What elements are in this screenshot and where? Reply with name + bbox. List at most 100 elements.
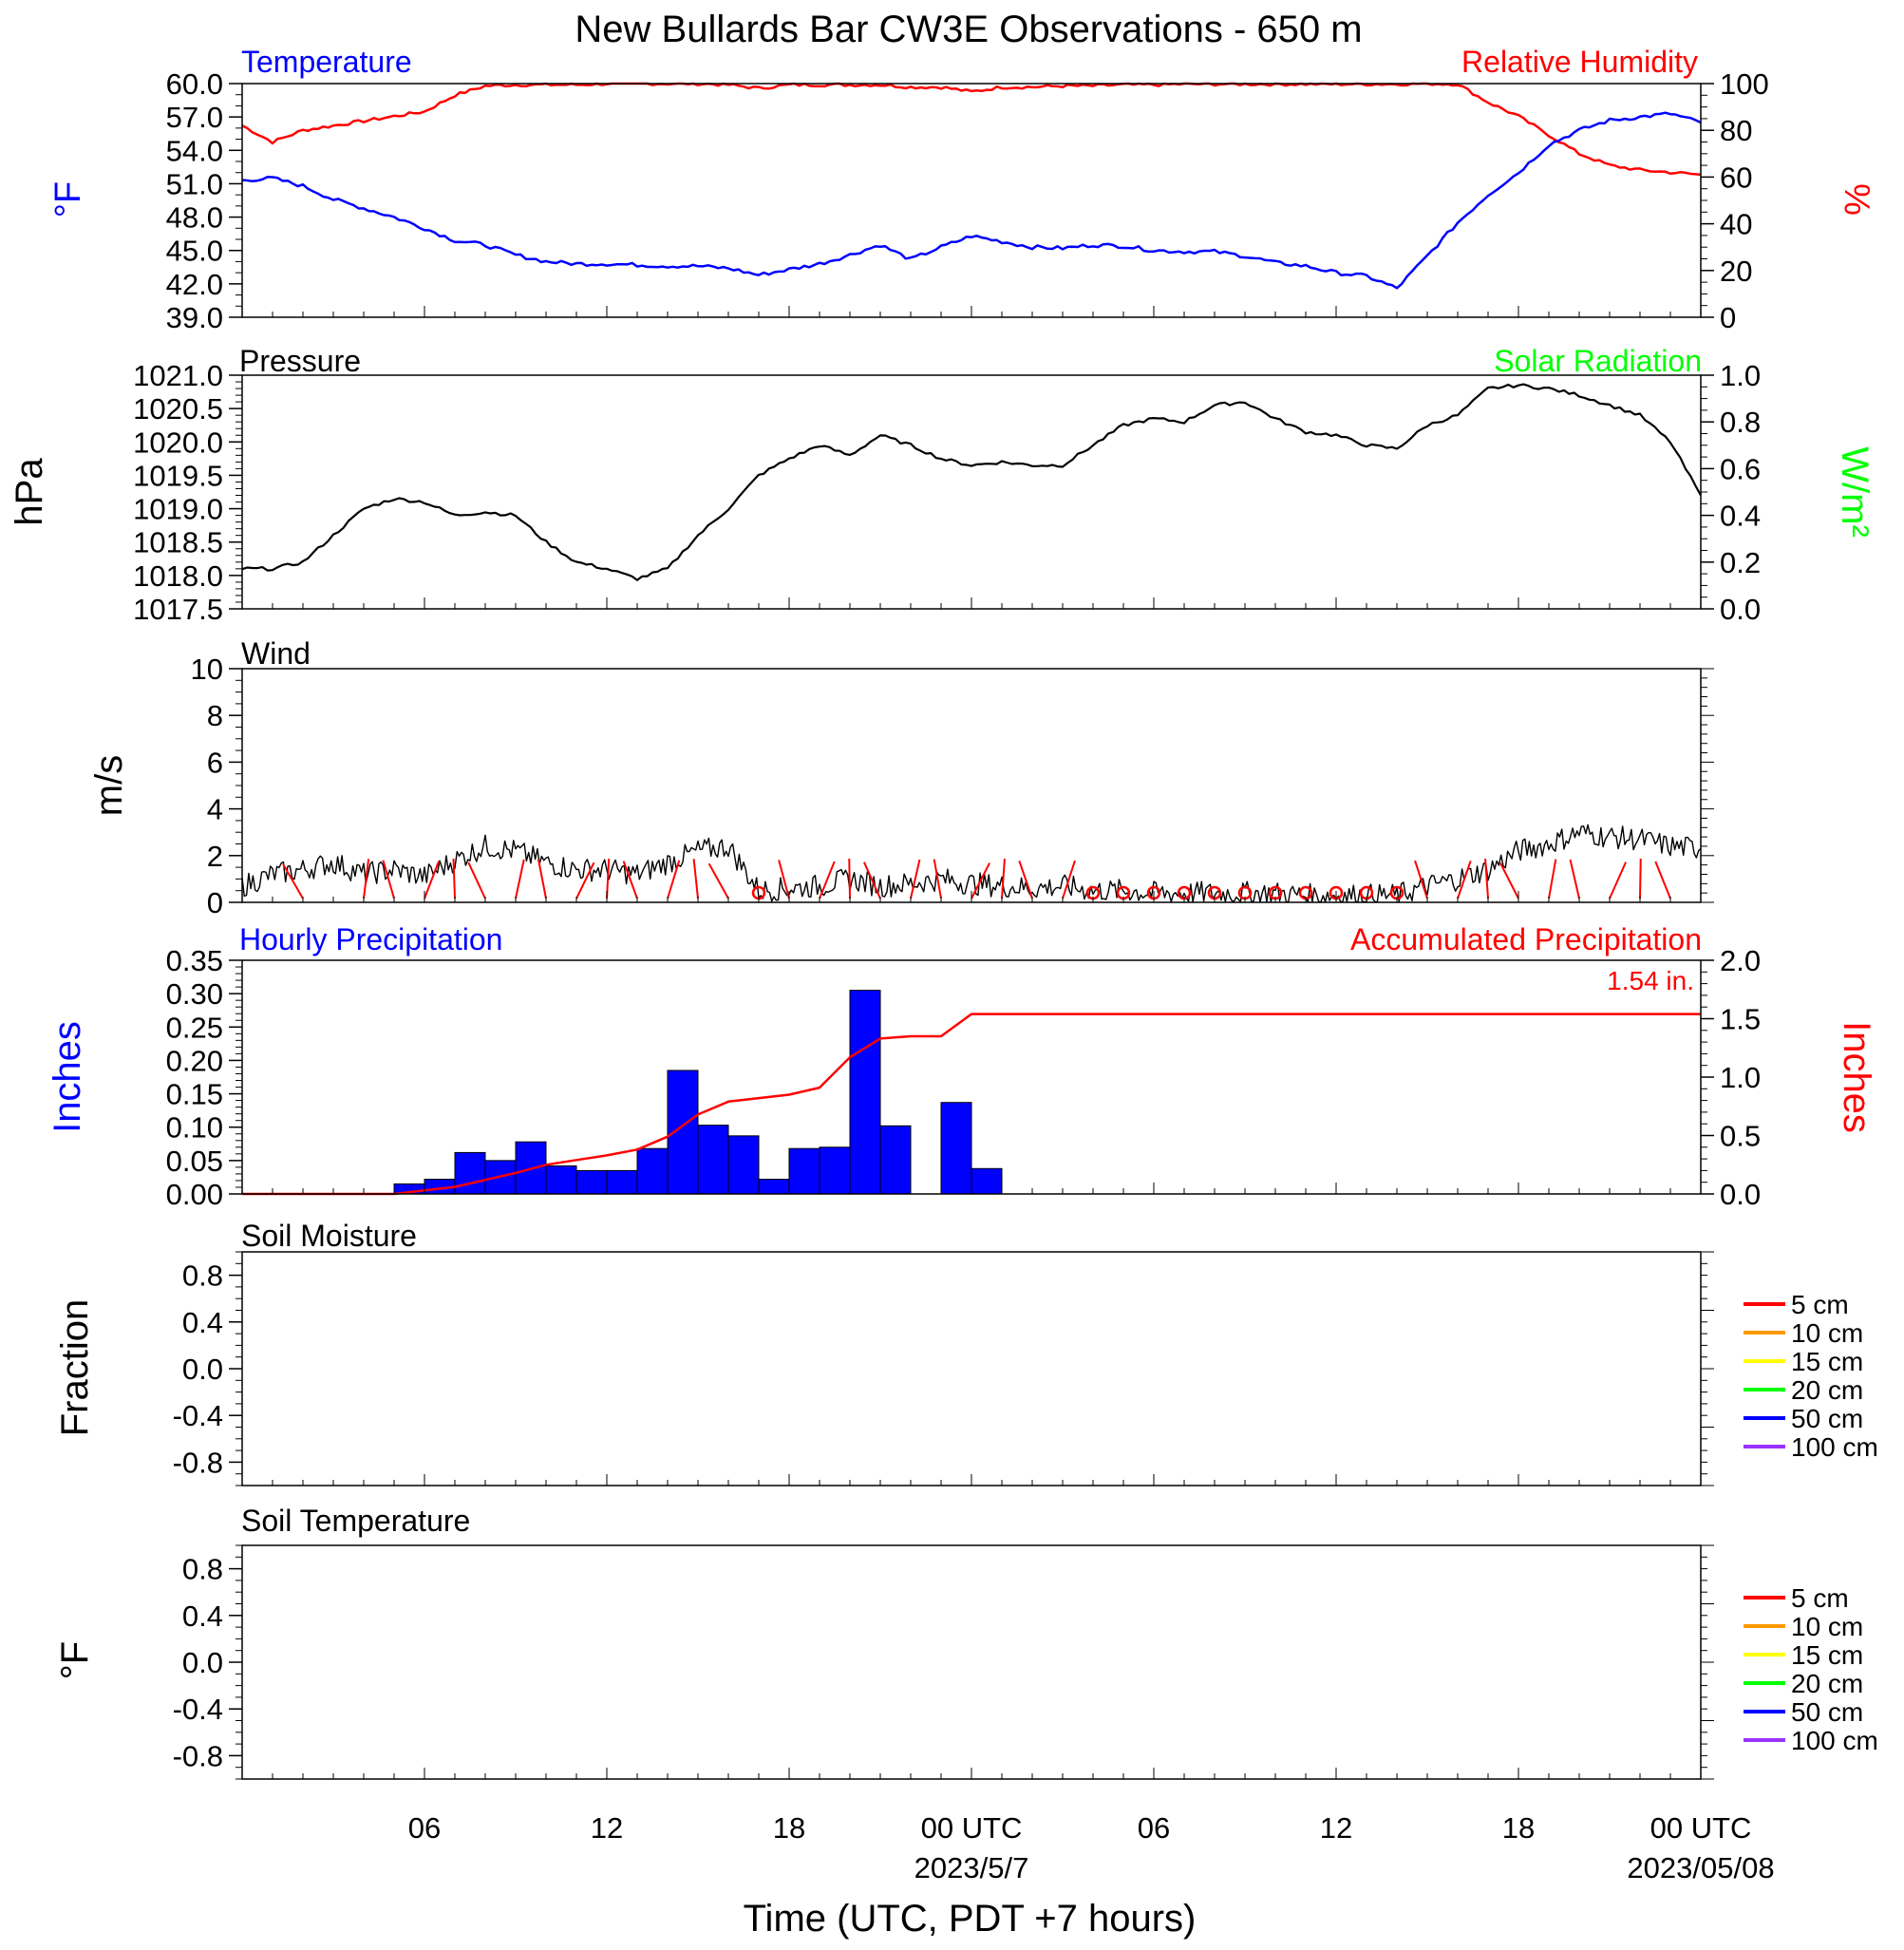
wind-barb <box>1018 860 1033 899</box>
wind-barb <box>1639 858 1642 899</box>
soil-temperature-right-ticks <box>1701 1544 1714 1780</box>
y-tick-label: 8 <box>207 699 223 732</box>
wind-barb <box>363 859 370 899</box>
time-axis: 06 12 18 00 UTC 2023/5/7 06 12 18 00 UTC 2023/05/… <box>241 306 1775 1884</box>
precip-bar <box>879 1125 912 1195</box>
wind-left-axis: 10 8 6 4 2 0 <box>191 653 242 919</box>
legend-label: 50 cm <box>1791 1697 1863 1727</box>
x-tick-label: 12 <box>591 1811 623 1845</box>
y-tick-label: 1020.0 <box>133 426 223 459</box>
y2-tick-label: 40 <box>1720 208 1752 241</box>
wind-barb <box>910 859 921 899</box>
wind-barb <box>778 860 790 899</box>
y-tick-label: 0.4 <box>182 1600 223 1633</box>
y2-tick-label: 1.0 <box>1720 359 1761 392</box>
y-tick-label: 1018.0 <box>133 559 223 593</box>
x-tick-label: 18 <box>1502 1811 1535 1845</box>
y-tick-label: 0.8 <box>182 1553 223 1586</box>
y-tick-label: 0.25 <box>166 1011 223 1044</box>
soil-temperature-frame <box>241 1544 1702 1780</box>
wind-barb <box>1457 860 1472 899</box>
y-tick-label: 48.0 <box>166 201 223 235</box>
soil-moisture-right-ticks <box>1701 1251 1714 1486</box>
soil-moisture-panel: Soil Moisture 0.8 0.4 0.0 -0.4 -0.8 Fraction… <box>54 1219 1878 1486</box>
wind-barb <box>667 860 681 899</box>
y-tick-label: 0.4 <box>182 1306 223 1339</box>
hourly-precip-axis-label: Inches <box>47 1021 88 1133</box>
hourly-precip-left-axis: 0.350.300.250.200.150.100.050.00 <box>166 944 242 1211</box>
wind-frame <box>241 668 1702 903</box>
legend-label: 10 cm <box>1791 1318 1863 1348</box>
solar-title: Solar Radiation <box>1494 344 1702 378</box>
wind-barb <box>848 858 851 899</box>
humidity-title: Relative Humidity <box>1461 45 1698 79</box>
x-tick-label: 00 UTC <box>921 1811 1023 1845</box>
precip-bar <box>971 1167 1003 1195</box>
y2-tick-label: 80 <box>1720 114 1752 147</box>
y2-tick-label: 0.0 <box>1720 593 1761 626</box>
wind-barb <box>575 861 595 899</box>
wind-barb <box>1062 860 1076 899</box>
wind-barb <box>933 859 942 899</box>
wind-barb <box>692 859 699 899</box>
wind-barb <box>971 862 990 899</box>
y2-tick-label: 60 <box>1720 161 1752 194</box>
precip-total-label: 1.54 in. <box>1607 966 1694 995</box>
wind-panel: Wind 10 8 6 4 2 0 m/s <box>88 636 1714 919</box>
y-tick-label: 1019.5 <box>133 459 223 492</box>
legend-label: 100 cm <box>1791 1726 1878 1755</box>
accum-precip-right-axis: 2.0 1.5 1.0 0.5 0.0 <box>1701 944 1761 1211</box>
y-tick-label: 0.05 <box>166 1145 223 1178</box>
wind-right-ticks <box>1701 668 1714 903</box>
y-tick-label: 0.10 <box>166 1111 223 1145</box>
precip-bar <box>454 1151 486 1195</box>
y-tick-label: 0.15 <box>166 1078 223 1111</box>
legend-label: 20 cm <box>1791 1375 1863 1405</box>
legend-label: 20 cm <box>1791 1669 1863 1698</box>
y-tick-label: -0.8 <box>173 1739 223 1772</box>
precip-bar <box>940 1102 972 1195</box>
wind-barb <box>1548 859 1557 899</box>
wind-barb <box>452 858 456 899</box>
wind-barb <box>707 862 729 899</box>
figure-title: New Bullards Bar CW3E Observations - 650… <box>575 9 1362 50</box>
y-tick-label: 0.20 <box>166 1044 223 1077</box>
y2-tick-label: 1.0 <box>1720 1061 1761 1094</box>
precipitation-plot-area <box>242 990 1701 1196</box>
legend-label: 5 cm <box>1791 1583 1849 1613</box>
precip-bar <box>545 1164 577 1195</box>
y-tick-label: 0.0 <box>182 1353 223 1386</box>
y-tick-label: 54.0 <box>166 134 223 167</box>
x-tick-label: 12 <box>1320 1811 1352 1845</box>
y2-tick-label: 0.6 <box>1720 452 1761 485</box>
y2-tick-label: 0.5 <box>1720 1120 1761 1153</box>
wind-speed-line <box>241 824 1702 903</box>
y-tick-label: 1019.0 <box>133 493 223 526</box>
humidity-right-axis: 100 80 60 40 20 0 <box>1701 67 1769 334</box>
y-tick-label: 0.8 <box>182 1259 223 1293</box>
humidity-axis-label: % <box>1837 183 1876 216</box>
x-tick-label: 18 <box>773 1811 805 1845</box>
wind-barb <box>537 859 547 899</box>
wind-barb <box>467 861 486 899</box>
solar-axis-label: W/m² <box>1834 446 1876 538</box>
y-tick-label: 1020.5 <box>133 392 223 426</box>
temperature-left-axis: 60.057.054.051.048.045.042.039.0 <box>166 67 242 334</box>
soil-temperature-axis-label: °F <box>54 1641 96 1679</box>
soil-moisture-title: Soil Moisture <box>241 1219 417 1253</box>
temperature-panel: Temperature Relative Humidity 60.057.054… <box>48 45 1876 334</box>
wind-barb <box>424 861 440 899</box>
y-tick-label: 6 <box>207 746 223 779</box>
legend-label: 100 cm <box>1791 1432 1878 1462</box>
y-tick-label: -0.8 <box>173 1446 223 1479</box>
wind-barb <box>819 861 836 899</box>
x-tick-label: 06 <box>408 1811 441 1845</box>
precip-bar <box>788 1147 820 1195</box>
precip-bar <box>697 1125 729 1195</box>
y-tick-label: 0.35 <box>166 944 223 977</box>
y-tick-label: -0.4 <box>173 1693 223 1726</box>
legend-label: 10 cm <box>1791 1612 1863 1641</box>
y2-tick-label: 1.5 <box>1720 1003 1761 1036</box>
y-tick-label: 1018.5 <box>133 526 223 559</box>
temperature-axis-label: °F <box>48 181 88 218</box>
